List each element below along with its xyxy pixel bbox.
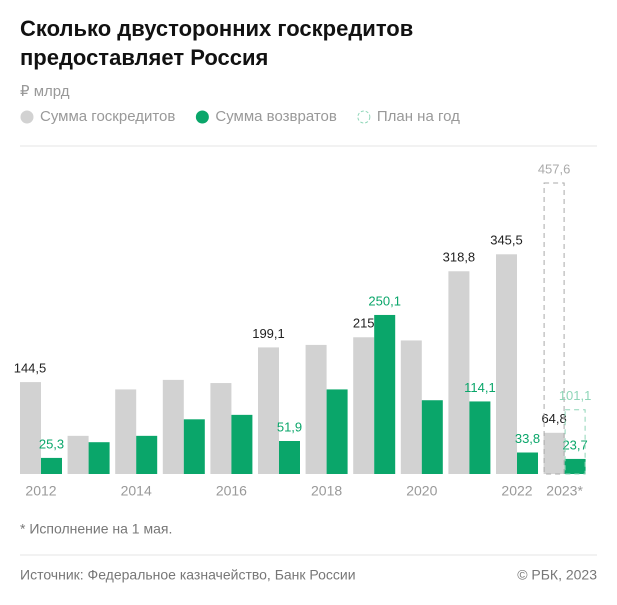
bar: [88, 442, 110, 474]
plan-bar: [564, 409, 586, 475]
bar: [421, 400, 443, 474]
bar: [374, 314, 396, 474]
bar: [469, 401, 491, 474]
value-label: 144,5: [14, 361, 47, 376]
bar: [115, 389, 137, 474]
bar: [67, 435, 89, 474]
x-tick-label: 2016: [216, 483, 247, 499]
legend-marker: [20, 110, 34, 124]
bar: [162, 379, 184, 474]
bar: [231, 414, 253, 474]
value-label: 114,1: [464, 380, 496, 395]
footnote: * Исполнение на 1 мая.: [20, 521, 172, 537]
bar: [305, 344, 327, 474]
copyright: © РБК, 2023: [517, 567, 597, 583]
value-label: 345,5: [490, 233, 523, 248]
value-label: 23,7: [562, 437, 587, 452]
x-tick-label: 2014: [121, 483, 152, 499]
legend-marker: [195, 110, 209, 124]
x-tick-label: 2020: [406, 483, 437, 499]
value-label: 250,1: [368, 293, 401, 308]
value-label: 64,8: [541, 411, 566, 426]
bar: [448, 271, 470, 474]
bar: [400, 340, 422, 474]
bar: [20, 382, 41, 474]
bar: [543, 432, 565, 474]
legend-label: Сумма госкредитов: [40, 108, 175, 125]
bar: [136, 435, 158, 474]
x-tick-label: 2012: [25, 483, 56, 499]
x-tick-label: 2022: [501, 483, 532, 499]
value-label: 215: [353, 316, 375, 331]
bar: [496, 254, 517, 474]
bar: [326, 389, 348, 474]
x-tick-label: 2018: [311, 483, 342, 499]
plan-label: 457,6: [538, 161, 571, 176]
value-label: 33,8: [515, 431, 540, 446]
value-label: 25,3: [39, 436, 64, 451]
bar: [258, 347, 279, 474]
subtitle: ₽ млрд: [20, 83, 70, 100]
bar: [517, 452, 538, 474]
legend-marker: [357, 110, 371, 124]
legend-label: План на год: [377, 108, 460, 125]
bar: [41, 457, 62, 474]
x-tick-label: 2023*: [546, 483, 583, 499]
bar: [353, 337, 375, 474]
value-label: 318,8: [443, 250, 476, 265]
chart-title: Сколько двусторонних госкредитов предоста…: [20, 16, 413, 70]
bar: [183, 419, 205, 474]
source: Источник: Федеральное казначейство, Банк…: [20, 567, 356, 583]
value-label: 51,9: [277, 419, 302, 434]
value-label: 199,1: [252, 326, 285, 341]
plan-label: 101,1: [559, 388, 592, 403]
legend-label: Сумма возвратов: [215, 108, 337, 125]
bar: [564, 458, 586, 474]
bar: [279, 440, 300, 474]
bar: [210, 383, 232, 474]
plan-bar: [543, 182, 565, 475]
